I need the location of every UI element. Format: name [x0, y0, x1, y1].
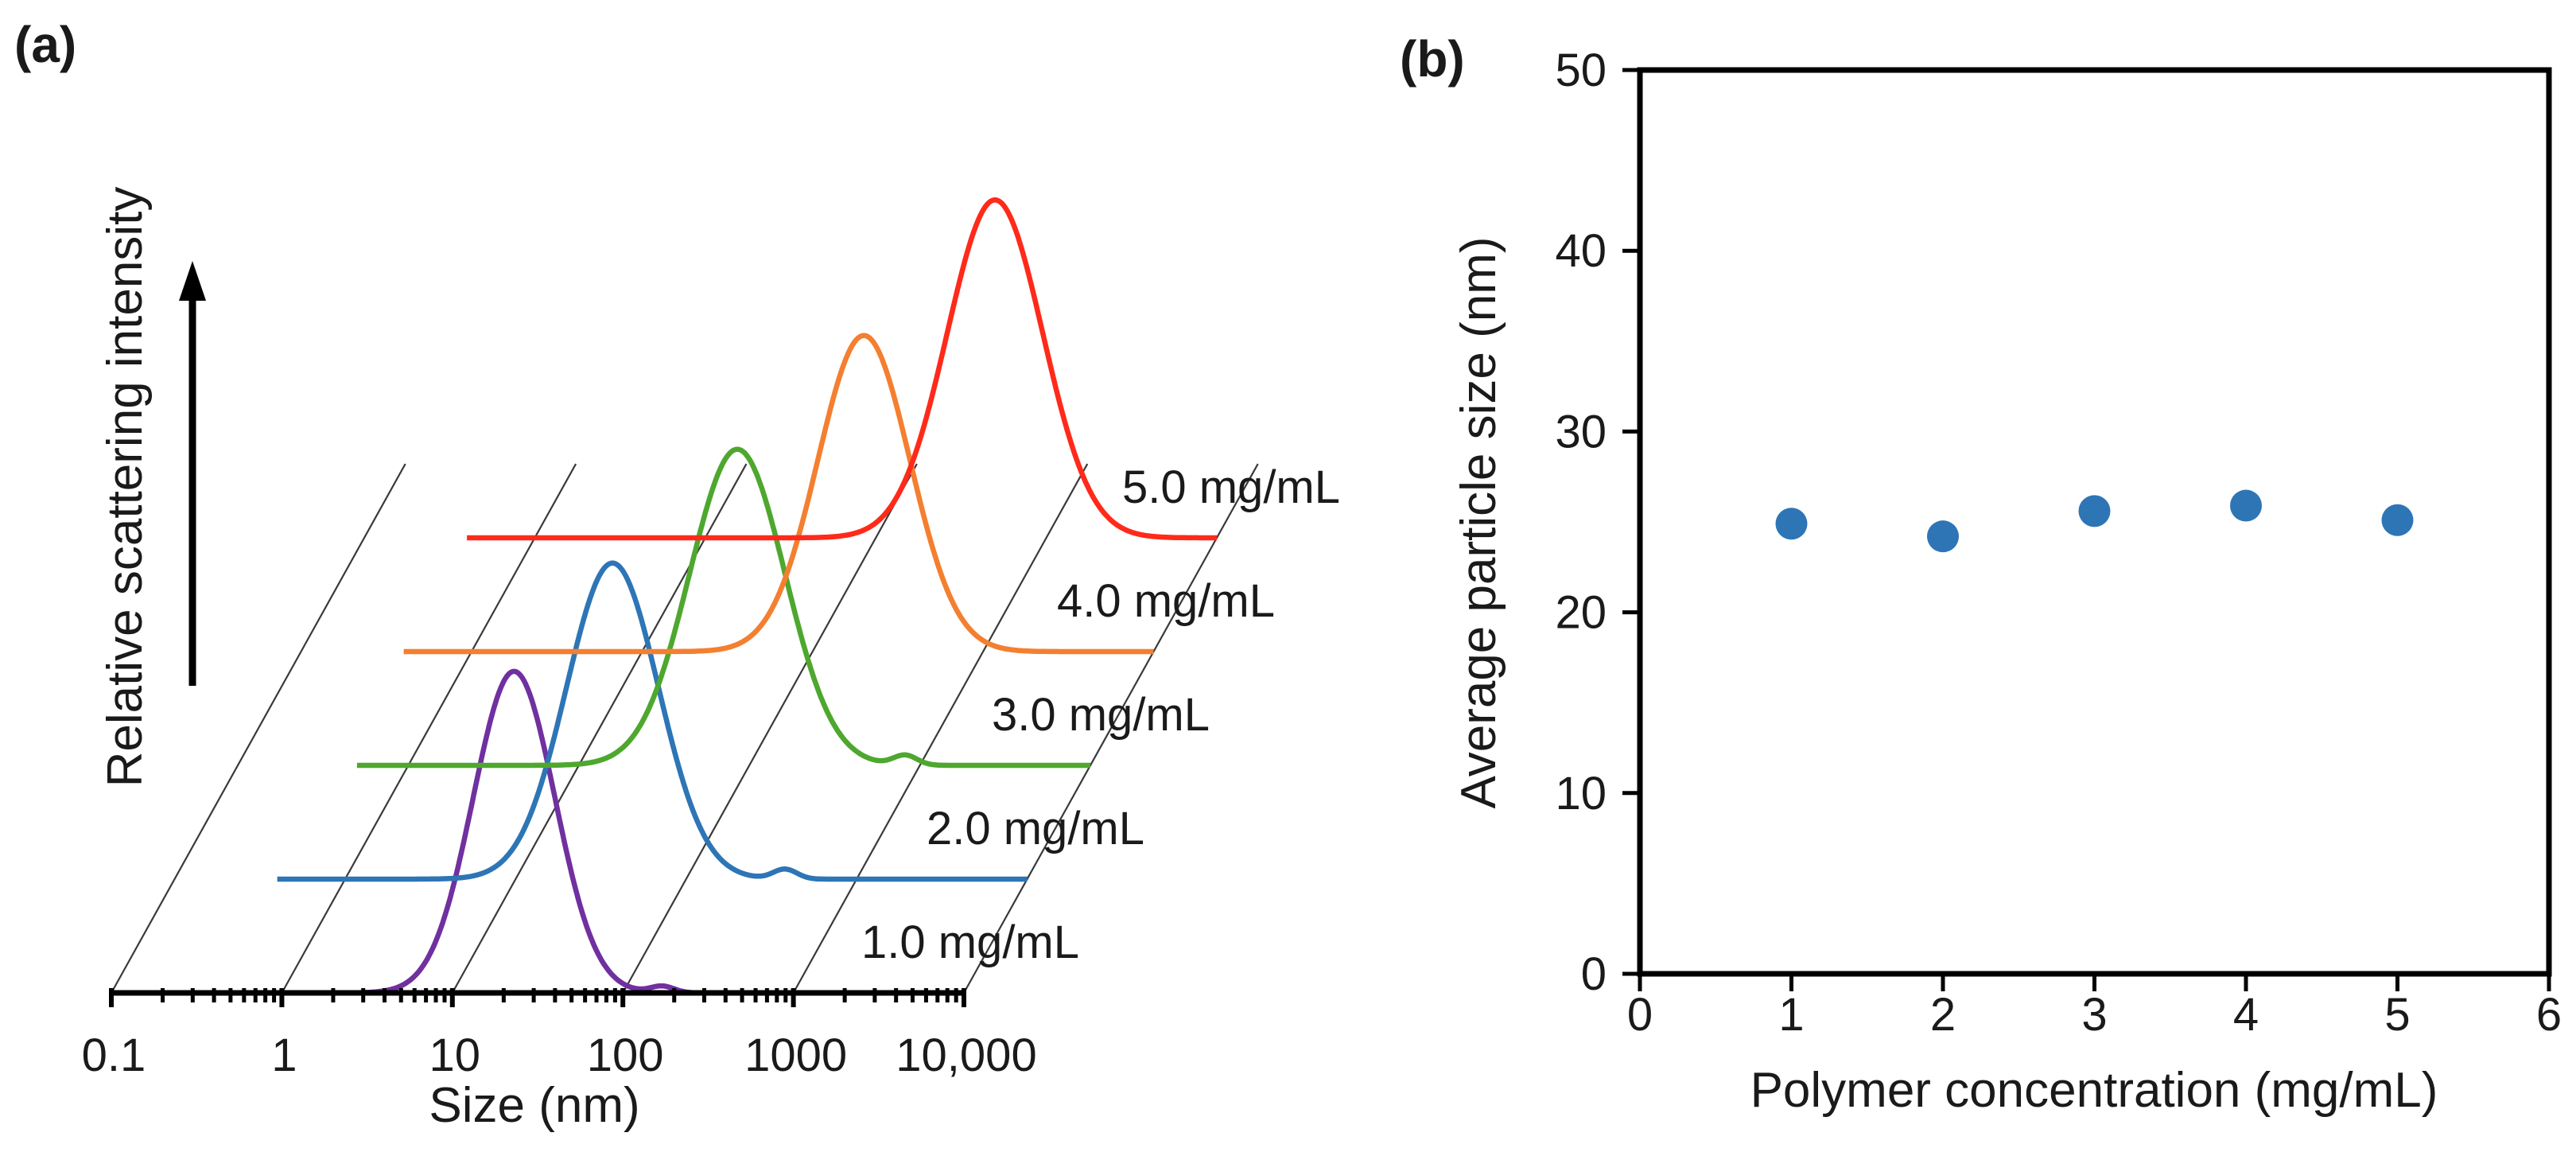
y-tick-label: 20 [1555, 587, 1607, 639]
series-curve [275, 560, 1029, 882]
size-tick-label: 1 [271, 1030, 297, 1081]
diagonal-gridline [111, 463, 406, 994]
panel-a-label: (a) [14, 16, 76, 73]
diagonal-gridline [622, 463, 918, 994]
series-curve [465, 197, 1218, 541]
diagonal-gridline [281, 463, 577, 994]
series-label: 4.0 mg/mL [1057, 575, 1275, 627]
arrow-head-icon [179, 261, 206, 301]
concentration-labels: 1.0 mg/mL 2.0 mg/mL 3.0 mg/mL 4.0 mg/mL 5.0 … [861, 461, 1340, 968]
panel-b-particle-size: (b) 0 1 2 3 4 5 6 0 10 20 30 40 50 Average particle … [1400, 30, 2562, 1118]
size-tick-label: 100 [587, 1030, 664, 1081]
size-axis [109, 988, 966, 1007]
data-point [2230, 489, 2262, 522]
x-tick-label: 5 [2384, 989, 2410, 1041]
panel-b-label: (b) [1400, 30, 1465, 88]
size-tick-label: 0.1 [82, 1030, 146, 1081]
data-point [1775, 508, 1808, 540]
data-points [1775, 489, 2414, 553]
x-tick-label: 4 [2233, 989, 2259, 1041]
data-point [1927, 520, 1959, 553]
x-tick-label: 6 [2536, 989, 2562, 1041]
y-tick-label: 40 [1555, 225, 1607, 277]
diagonal-gridline [792, 463, 1089, 994]
size-tick-labels: 0.1 1 10 100 1000 10,000 [82, 1030, 1037, 1081]
axis-ticks [1622, 68, 2551, 991]
size-tick-label: 10,000 [896, 1030, 1036, 1081]
series-label: 5.0 mg/mL [1122, 461, 1340, 513]
x-axis-title-b: Polymer concentration (mg/mL) [1750, 1063, 2438, 1118]
series-label: 2.0 mg/mL [927, 803, 1144, 854]
data-point [2381, 504, 2414, 536]
intensity-arrow [179, 261, 206, 686]
series-curve [355, 446, 1092, 769]
series-label: 3.0 mg/mL [992, 689, 1210, 741]
y-axis-title-b: Average particle size (nm) [1451, 236, 1506, 808]
y-tick-label: 50 [1555, 45, 1607, 96]
data-point [2078, 495, 2111, 527]
x-tick-label: 3 [2081, 989, 2107, 1041]
diagonal-gridline [451, 463, 748, 994]
y-tick-label: 0 [1581, 948, 1607, 1000]
x-axis-title-a: Size (nm) [429, 1078, 639, 1133]
diagonal-gridline [963, 463, 1259, 994]
panel-a-size-distribution: (a) 0.1 1 10 100 1000 10,000 1.0 mg/mL 2.0 mg/… [14, 16, 1340, 1133]
y-tick-label: 10 [1555, 768, 1607, 819]
tick-labels: 0 1 2 3 4 5 6 0 10 20 30 40 50 [1555, 45, 2562, 1041]
diagonal-gridlines [111, 463, 1259, 994]
x-tick-label: 2 [1930, 989, 1956, 1041]
series-curve [402, 333, 1156, 655]
size-tick-label: 1000 [744, 1030, 847, 1081]
y-axis-title-a: Relative scattering intensity [98, 187, 153, 788]
series-label: 1.0 mg/mL [861, 917, 1079, 968]
x-tick-label: 0 [1627, 989, 1653, 1041]
size-tick-label: 10 [429, 1030, 481, 1081]
y-tick-label: 30 [1555, 406, 1607, 457]
x-tick-label: 1 [1778, 989, 1804, 1041]
